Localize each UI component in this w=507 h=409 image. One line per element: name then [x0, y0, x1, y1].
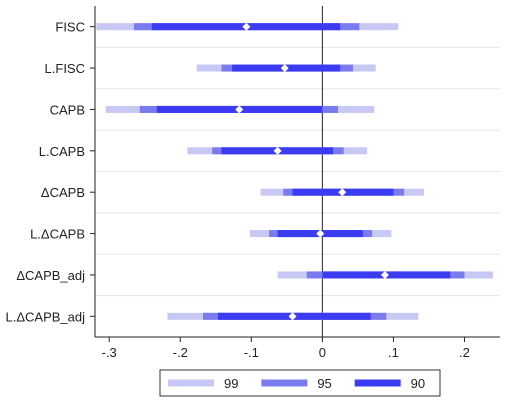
coef-row: [167, 312, 419, 321]
coef-row: [105, 105, 375, 114]
legend-swatch: [354, 379, 401, 387]
estimate-marker: [380, 270, 389, 279]
legend-label: 99: [224, 376, 238, 391]
row-label: ΔCAPB: [41, 185, 85, 200]
x-tick-label: 0: [319, 345, 326, 360]
x-tick-label: .1: [388, 345, 399, 360]
row-label: L.ΔCAPB_adj: [5, 309, 85, 324]
legend-swatch: [261, 379, 308, 387]
row-label: L.FISC: [45, 61, 85, 76]
row-label: L.CAPB: [39, 144, 85, 159]
coef-row: [249, 229, 392, 238]
coef-row: [187, 146, 368, 155]
row-label: L.ΔCAPB: [30, 227, 85, 242]
coef-row: [277, 270, 493, 279]
x-tick-label: -.3: [102, 345, 117, 360]
legend-label: 90: [411, 376, 425, 391]
estimate-marker: [235, 105, 244, 114]
row-label: FISC: [55, 20, 85, 35]
estimate-marker: [273, 146, 282, 155]
row-label: CAPB: [50, 102, 85, 117]
x-tick-label: .2: [459, 345, 470, 360]
coef-row: [96, 22, 399, 31]
estimate-marker: [316, 229, 325, 238]
row-label: ΔCAPB_adj: [16, 268, 85, 283]
estimate-marker: [288, 312, 297, 321]
bars-layer: [96, 22, 493, 321]
coef-row: [260, 188, 424, 197]
estimate-marker: [280, 64, 289, 73]
estimate-marker: [242, 22, 251, 31]
legend: 99 95 90: [159, 369, 441, 397]
estimate-marker: [338, 188, 347, 197]
coef-row: [196, 64, 376, 73]
legend-label: 95: [317, 376, 331, 391]
grid-layer: [95, 6, 500, 337]
x-tick-label: -.2: [173, 345, 188, 360]
legend-swatch: [168, 379, 214, 387]
axis-layer: FISC L.FISC CAPB L.CAPB ΔCAPB L.ΔCAPB ΔCAPB_ad…: [5, 6, 500, 360]
x-tick-label: -.1: [244, 345, 259, 360]
